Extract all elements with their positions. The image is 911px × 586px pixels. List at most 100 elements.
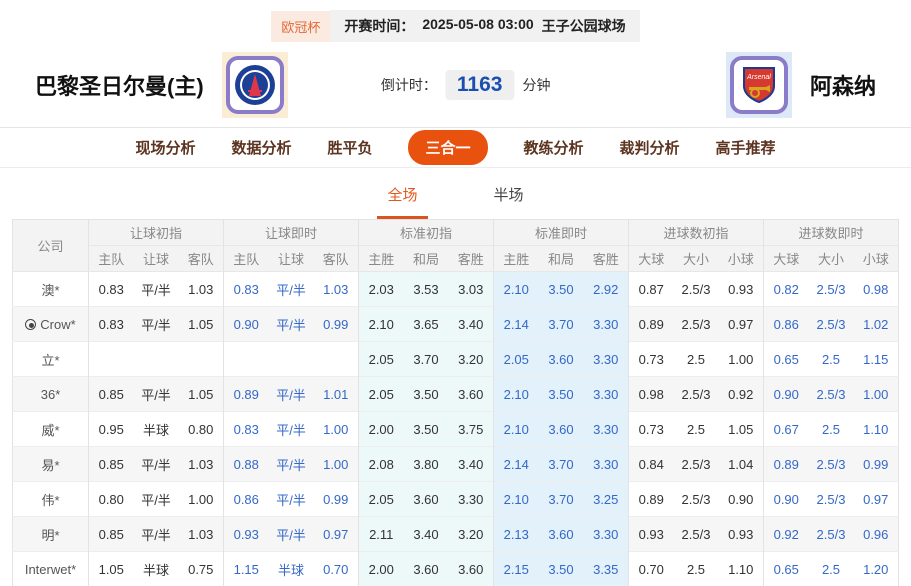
odds-cell: 3.60 — [538, 411, 584, 447]
odds-cell: 2.92 — [583, 271, 629, 307]
odds-cell: 0.97 — [718, 306, 764, 342]
odds-cell: 0.90 — [763, 376, 809, 412]
league-badge[interactable]: 欧冠杯 — [271, 10, 331, 42]
odds-cell: 0.93 — [223, 516, 269, 552]
odds-cell: 2.5/3 — [808, 481, 854, 517]
tab-coach-analysis[interactable]: 教练分析 — [523, 140, 584, 157]
company-name: 36* — [40, 386, 61, 402]
sub-header: 大球 — [763, 245, 809, 272]
odds-cell: 2.10 — [493, 481, 539, 517]
odds-cell: 3.60 — [403, 481, 449, 517]
odds-cell: 平/半 — [268, 411, 314, 447]
table-row: 伟* 0.80 平/半 1.00 0.86 平/半 0.99 2.05 3.60 3.30 2.10… — [12, 481, 899, 517]
sub-header: 客队 — [313, 245, 359, 272]
odds-cell: 1.03 — [178, 446, 224, 482]
company-cell[interactable]: 明* — [12, 516, 89, 552]
odds-cell: 3.40 — [448, 446, 494, 482]
odds-cell: 0.89 — [628, 481, 674, 517]
odds-cell: 1.00 — [718, 341, 764, 377]
odds-cell: 2.5/3 — [673, 481, 719, 517]
subtab-half-match[interactable]: 半场 — [493, 187, 524, 204]
odds-cell: 1.00 — [313, 446, 359, 482]
odds-cell: 3.50 — [403, 376, 449, 412]
odds-cell: 0.93 — [628, 516, 674, 552]
odds-cell: 2.5/3 — [808, 446, 854, 482]
table-row: 威* 0.95 半球 0.80 0.83 平/半 1.00 2.00 3.50 3.75 2.10 3… — [12, 411, 899, 447]
sub-header: 大小 — [808, 245, 854, 272]
odds-cell: 平/半 — [268, 376, 314, 412]
odds-cell: 3.40 — [448, 306, 494, 342]
odds-cell: 0.83 — [88, 271, 134, 307]
odds-cell: 3.30 — [583, 516, 629, 552]
odds-cell: 0.99 — [853, 446, 899, 482]
sub-header: 主队 — [88, 245, 134, 272]
odds-cell: 0.92 — [763, 516, 809, 552]
odds-cell: 0.70 — [313, 551, 359, 586]
company-cell[interactable]: Crow* — [12, 306, 89, 342]
odds-cell: 2.10 — [493, 271, 539, 307]
odds-cell: 平/半 — [133, 306, 179, 342]
company-name: 伟* — [41, 492, 60, 508]
table-row: Interwet* 1.05 半球 0.75 1.15 半球 0.70 2.00 3.60 3.6… — [12, 551, 899, 586]
group-header: 标准即时 — [493, 219, 629, 246]
tab-expert-picks[interactable]: 高手推荐 — [715, 140, 776, 157]
table-row: 澳* 0.83 平/半 1.03 0.83 平/半 1.03 2.03 3.53 3.03 2.10… — [12, 271, 899, 307]
odds-cell: 2.5/3 — [808, 271, 854, 307]
odds-cell: 1.05 — [718, 411, 764, 447]
table-head: 公司 让球初指 让球即时 标准初指 标准即时 进球数初指 进球数即时 主队 让球 客队 主队 让球 客队… — [12, 219, 899, 272]
countdown-unit: 分钟 — [522, 76, 551, 93]
sub-header: 主胜 — [358, 245, 404, 272]
company-name: Interwet* — [24, 561, 77, 577]
odds-cell: 1.20 — [853, 551, 899, 586]
odds-cell: 1.04 — [718, 446, 764, 482]
odds-cell: 1.05 — [178, 306, 224, 342]
odds-cell: 0.85 — [88, 446, 134, 482]
tab-referee-analysis[interactable]: 裁判分析 — [619, 140, 680, 157]
tab-three-in-one[interactable]: 三合一 — [408, 130, 488, 165]
odds-cell: 平/半 — [133, 271, 179, 307]
tab-live-analysis[interactable]: 现场分析 — [135, 140, 196, 157]
odds-cell: 2.14 — [493, 306, 539, 342]
company-name: Crow* — [40, 316, 76, 332]
odds-cell: 0.93 — [718, 271, 764, 307]
odds-cell: 2.5/3 — [808, 376, 854, 412]
company-cell[interactable]: 36* — [12, 376, 89, 412]
odds-cell: 半球 — [133, 411, 179, 447]
table-row: 36* 0.85 平/半 1.05 0.89 平/半 1.01 2.05 3.50 3.60 2.1… — [12, 376, 899, 412]
company-column-header: 公司 — [12, 219, 89, 272]
odds-cell: 3.60 — [538, 341, 584, 377]
odds-cell: 0.97 — [853, 481, 899, 517]
odds-cell: 0.98 — [853, 271, 899, 307]
odds-cell — [223, 341, 269, 377]
sub-header: 客队 — [178, 245, 224, 272]
kickoff-label: 开赛时间： — [344, 18, 415, 34]
odds-cell: 0.98 — [628, 376, 674, 412]
company-cell[interactable]: 澳* — [12, 271, 89, 307]
tab-data-analysis[interactable]: 数据分析 — [231, 140, 292, 157]
odds-cell: 2.14 — [493, 446, 539, 482]
company-cell[interactable]: Interwet* — [12, 551, 89, 586]
subtab-full-match[interactable]: 全场 — [377, 184, 428, 219]
odds-cell: 平/半 — [133, 376, 179, 412]
odds-cell: 3.20 — [448, 516, 494, 552]
odds-cell: 2.15 — [493, 551, 539, 586]
odds-cell: 平/半 — [268, 481, 314, 517]
tab-win-draw-loss[interactable]: 胜平负 — [327, 140, 373, 157]
odds-cell: 1.05 — [178, 376, 224, 412]
target-icon — [25, 318, 37, 330]
sub-header: 客胜 — [448, 245, 494, 272]
odds-cell — [268, 341, 314, 377]
company-cell[interactable]: 立* — [12, 341, 89, 377]
sub-header: 让球 — [268, 245, 314, 272]
company-cell[interactable]: 易* — [12, 446, 89, 482]
company-cell[interactable]: 威* — [12, 411, 89, 447]
group-header: 标准初指 — [358, 219, 494, 246]
teams-header: 巴黎圣日尔曼(主) 倒计时： 1163 分钟 — [0, 42, 911, 127]
odds-cell: 0.85 — [88, 516, 134, 552]
odds-cell: 3.70 — [403, 341, 449, 377]
odds-cell: 0.86 — [223, 481, 269, 517]
odds-cell: 0.97 — [313, 516, 359, 552]
group-header: 进球数即时 — [763, 219, 899, 246]
company-cell[interactable]: 伟* — [12, 481, 89, 517]
odds-cell: 0.89 — [763, 446, 809, 482]
